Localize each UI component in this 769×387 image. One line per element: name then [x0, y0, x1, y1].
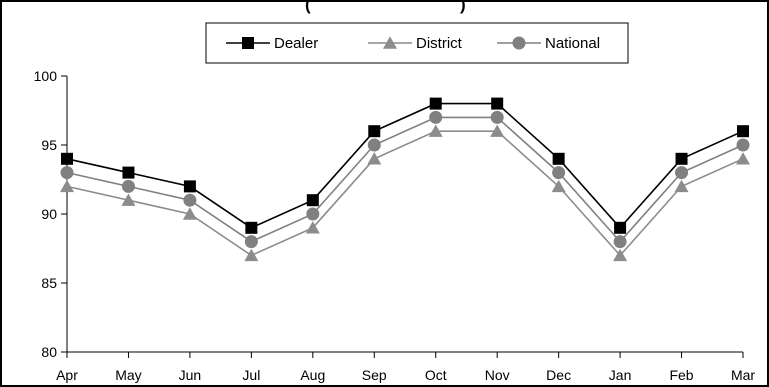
data-point-dealer	[429, 97, 442, 110]
data-point-dealer	[737, 125, 749, 138]
legend-label-national: National	[545, 35, 600, 52]
data-point-dealer	[552, 152, 565, 165]
data-point-national	[367, 138, 381, 152]
x-tick-label: Jan	[609, 367, 632, 383]
data-point-dealer	[245, 221, 258, 234]
data-point-district	[551, 179, 566, 193]
data-point-national	[121, 179, 135, 193]
data-point-national	[429, 110, 443, 124]
y-tick-label: 100	[34, 68, 58, 84]
data-point-district	[736, 152, 750, 165]
data-point-district	[305, 221, 320, 234]
series-layer	[60, 97, 750, 262]
data-point-dealer	[368, 125, 381, 138]
data-point-district	[182, 207, 197, 220]
x-tick-label: Sep	[362, 367, 387, 383]
legend-box	[205, 22, 629, 64]
data-point-national	[60, 166, 74, 180]
data-point-district	[367, 152, 382, 165]
x-tick-label: Nov	[485, 367, 510, 383]
legend-marker-dealer	[242, 37, 254, 49]
data-point-dealer	[491, 97, 504, 110]
x-tick-label: May	[115, 367, 141, 383]
legend-marker-district	[383, 36, 397, 49]
data-point-district	[490, 124, 505, 137]
data-point-district	[244, 248, 259, 262]
legend-label-dealer: Dealer	[274, 35, 318, 52]
data-point-national	[183, 193, 197, 207]
series-line-national	[66, 116, 744, 243]
x-tick-label: Mar	[731, 367, 755, 383]
data-point-district	[613, 248, 628, 262]
data-point-district	[428, 124, 443, 137]
data-point-national	[490, 110, 504, 124]
data-point-national	[736, 138, 750, 152]
data-point-national	[613, 235, 627, 249]
x-tick-label: Aug	[300, 367, 325, 383]
data-point-national	[244, 235, 258, 249]
data-point-district	[60, 179, 74, 193]
x-tick-label: Jun	[179, 367, 202, 383]
data-point-national	[306, 207, 320, 221]
data-point-dealer	[122, 166, 135, 179]
x-tick-label: Jul	[242, 367, 260, 383]
y-tick-label: 80	[41, 344, 57, 360]
x-tick-label: Feb	[669, 367, 693, 383]
x-tick-label: Apr	[56, 367, 78, 383]
x-tick-label: Oct	[425, 367, 447, 383]
chart-title-left: (	[305, 0, 311, 14]
axes: 80 85 90 95 100 Apr May Jun Jul Aug Sep Oct Nov Dec Ja…	[34, 68, 756, 383]
data-point-dealer	[61, 152, 73, 165]
data-point-dealer	[183, 180, 196, 193]
legend-label-district: District	[416, 35, 463, 52]
data-point-district	[121, 193, 136, 206]
legend-marker-national	[512, 36, 526, 50]
series-line-dealer	[66, 102, 744, 230]
y-tick-label: 90	[41, 206, 57, 222]
y-tick-label: 85	[41, 275, 57, 291]
data-point-dealer	[614, 221, 627, 234]
x-tick-label: Dec	[546, 367, 571, 383]
legend: Dealer District National	[205, 22, 629, 64]
y-tick-label: 95	[41, 137, 57, 153]
data-point-dealer	[675, 152, 688, 165]
data-point-district	[674, 179, 689, 193]
data-point-dealer	[306, 194, 319, 207]
series-line-district	[66, 130, 744, 257]
data-point-national	[675, 166, 689, 180]
chart-title-right: )	[460, 0, 466, 14]
data-point-national	[552, 166, 566, 180]
